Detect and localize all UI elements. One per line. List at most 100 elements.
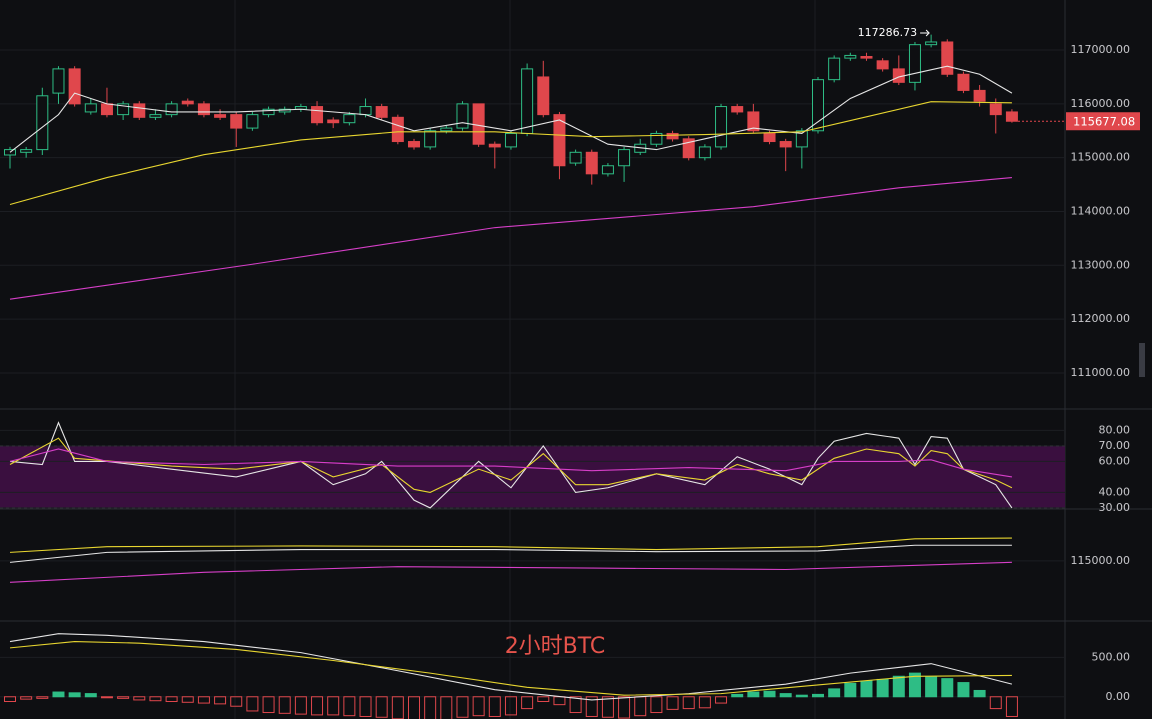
- indicator-line: [9, 561, 1012, 583]
- candle-body: [731, 106, 744, 113]
- y-tick-label: 40.00: [1099, 485, 1131, 498]
- histogram-bar: [311, 696, 324, 716]
- histogram-bar: [779, 693, 792, 698]
- candle-body: [456, 103, 469, 129]
- y-tick-label: 500.00: [1092, 650, 1131, 663]
- histogram-bar: [375, 696, 388, 718]
- histogram-bar: [504, 696, 517, 716]
- histogram-bar: [359, 696, 372, 717]
- y-tick-label: 80.00: [1099, 423, 1131, 436]
- histogram-bar: [1005, 696, 1018, 717]
- y-tick-label: 114000.00: [1071, 204, 1131, 217]
- histogram-bar: [731, 693, 744, 698]
- candle-body: [844, 54, 857, 59]
- candle-body: [601, 165, 614, 175]
- histogram-bar: [327, 696, 340, 716]
- candle-body: [521, 68, 534, 134]
- rsi-band: [0, 445, 1065, 508]
- histogram-bar: [100, 696, 113, 699]
- histogram-bar: [4, 696, 16, 702]
- candle-body: [391, 116, 404, 143]
- candle-body: [311, 106, 324, 124]
- y-tick-label: 30.00: [1099, 501, 1131, 514]
- candle-body: [779, 141, 792, 148]
- histogram-bar: [133, 696, 146, 701]
- candle-body: [585, 151, 598, 175]
- candle-body: [763, 132, 776, 143]
- histogram-bar: [424, 696, 437, 719]
- histogram-bar: [747, 691, 760, 698]
- y-tick-label: 115000.00: [1071, 151, 1131, 164]
- candle-body: [504, 132, 517, 148]
- histogram-bar: [892, 675, 905, 698]
- indicator-line: [9, 421, 1013, 509]
- y-tick-label: 116000.00: [1071, 97, 1131, 110]
- histogram-bar: [278, 696, 291, 714]
- candle-body: [327, 119, 340, 124]
- candle-body: [230, 114, 243, 129]
- histogram-bar: [763, 690, 776, 698]
- histogram-bar: [36, 696, 49, 699]
- last-price-label: 115677.08: [1073, 115, 1135, 129]
- candle-body: [343, 114, 356, 124]
- histogram-bar: [149, 696, 162, 702]
- histogram-bar: [537, 696, 550, 702]
- candle-body: [666, 132, 679, 140]
- candle-body: [197, 103, 210, 116]
- indicator-line: [9, 641, 1012, 696]
- candle-body: [165, 103, 178, 116]
- histogram-bar: [165, 696, 178, 702]
- histogram-bar: [715, 696, 728, 704]
- candle-body: [941, 41, 954, 75]
- candle-body: [925, 41, 938, 46]
- candle-body: [472, 103, 485, 145]
- histogram-bar: [585, 696, 598, 717]
- histogram-bar: [488, 696, 501, 717]
- candle-body: [84, 103, 97, 113]
- histogram-bar: [601, 696, 614, 718]
- candle-body: [246, 114, 259, 129]
- candle-body: [100, 103, 113, 116]
- candle-body: [957, 73, 970, 91]
- candle-body: [20, 149, 33, 153]
- y-tick-label: 113000.00: [1071, 258, 1131, 271]
- histogram-bar: [973, 689, 986, 698]
- indicator-line: [9, 537, 1012, 553]
- histogram-bar: [230, 696, 243, 707]
- y-tick-label: 112000.00: [1071, 312, 1131, 325]
- histogram-bar: [68, 692, 81, 698]
- candle-body: [812, 79, 824, 132]
- histogram-bar: [682, 696, 695, 710]
- indicator-line: [9, 101, 1012, 206]
- indicator-line: [9, 633, 1013, 701]
- histogram-bar: [214, 696, 227, 705]
- candle-body: [650, 132, 663, 145]
- indicator-line: [9, 448, 1013, 478]
- candle-body: [860, 56, 873, 59]
- histogram-bar: [828, 688, 841, 698]
- candle-body: [424, 130, 437, 148]
- histogram-bar: [117, 696, 130, 699]
- candle-body: [1005, 111, 1018, 122]
- histogram-bar: [876, 678, 889, 698]
- high-label: 117286.73: [858, 26, 918, 39]
- histogram-bar: [812, 693, 824, 698]
- candle-body: [989, 103, 1002, 116]
- histogram-bar: [521, 696, 534, 710]
- scroll-handle[interactable]: [1139, 343, 1145, 377]
- candle-body: [52, 68, 65, 94]
- histogram-bar: [294, 696, 307, 715]
- candle-body: [375, 106, 388, 118]
- histogram-bar: [181, 696, 194, 703]
- annotation: 2小时BTC: [505, 634, 606, 659]
- candle-body: [828, 57, 841, 81]
- candle-body: [698, 146, 711, 159]
- histogram-bar: [440, 696, 453, 719]
- histogram-bar: [569, 696, 582, 714]
- candle-body: [149, 114, 162, 118]
- candle-body: [359, 106, 372, 116]
- last-price-box: [1066, 112, 1140, 131]
- candle-body: [440, 127, 453, 132]
- histogram-bar: [84, 693, 97, 698]
